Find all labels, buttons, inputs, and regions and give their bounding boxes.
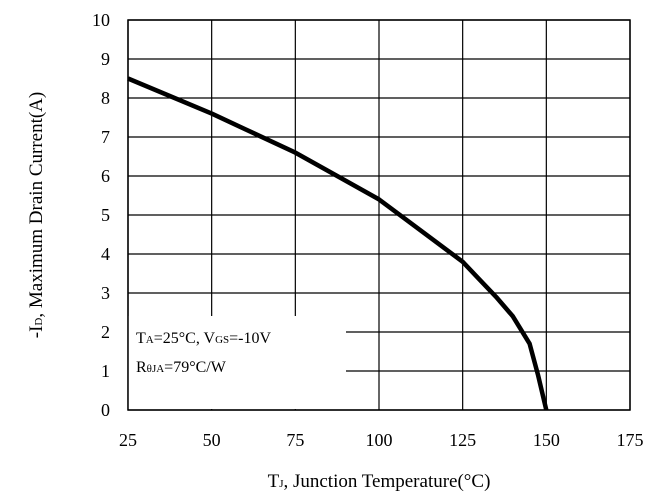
plot-frame [127, 19, 631, 411]
x-tick-label: 75 [286, 430, 304, 450]
annotation-box [128, 316, 346, 409]
y-tick-label: 9 [101, 49, 110, 69]
x-axis-label: TJ, Junction Temperature(°C) [268, 471, 491, 492]
y-tick-label: 1 [101, 361, 110, 381]
annotation-line-2: RθJA=79°C/W [136, 359, 227, 376]
x-tick-label: 150 [533, 430, 560, 450]
y-tick-label: 3 [101, 283, 110, 303]
x-tick-label: 175 [617, 430, 644, 450]
y-tick-label: 6 [101, 166, 110, 186]
x-tick-label: 25 [119, 430, 137, 450]
y-tick-labels: 0 1 2 3 4 5 6 7 8 9 10 [92, 10, 110, 420]
y-tick-label: 2 [101, 322, 110, 342]
x-tick-label: 50 [203, 430, 221, 450]
y-tick-label: 8 [101, 88, 110, 108]
y-tick-label: 5 [101, 205, 110, 225]
y-axis-label: -ID, Maximum Drain Current(A) [26, 92, 47, 338]
x-tick-label: 100 [366, 430, 393, 450]
series-layer [127, 76, 549, 411]
x-tick-label: 125 [449, 430, 476, 450]
y-tick-label: 4 [101, 244, 110, 264]
y-tick-label: 0 [101, 400, 110, 420]
series-line-0 [127, 76, 549, 411]
annotation-line-1: TA=25°C, VGS=-10V [136, 330, 272, 347]
y-tick-label: 7 [101, 127, 110, 147]
x-tick-labels: 25 50 75 100 125 150 175 [119, 430, 644, 450]
y-tick-label: 10 [92, 10, 110, 30]
